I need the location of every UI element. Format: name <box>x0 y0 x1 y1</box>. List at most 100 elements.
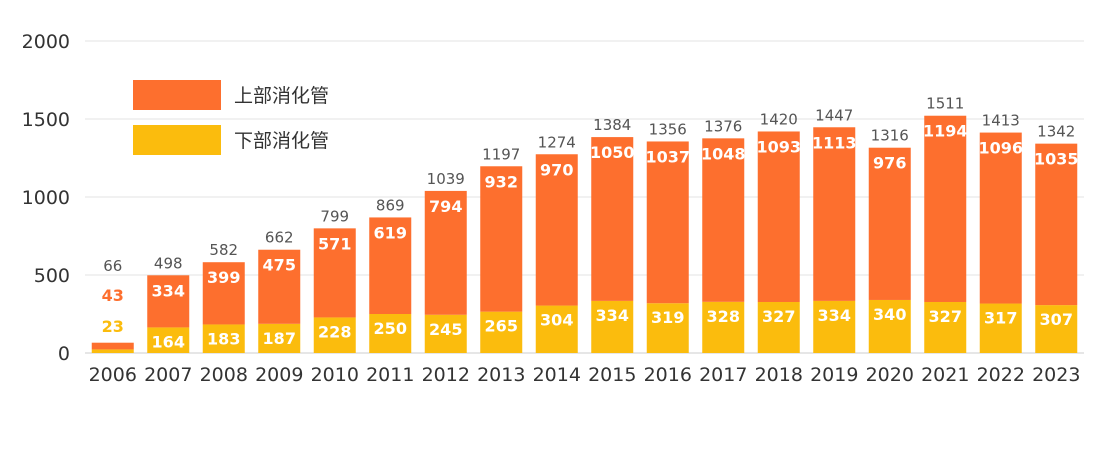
bar-lower <box>757 301 800 353</box>
x-tick-label: 2007 <box>144 364 192 386</box>
lower-value-label: 317 <box>984 309 1017 328</box>
bar-lower <box>369 314 412 353</box>
lower-value-label: 265 <box>485 317 518 336</box>
upper-value-label: 334 <box>152 281 185 300</box>
total-label: 1376 <box>704 117 742 135</box>
lower-value-label: 327 <box>762 307 795 326</box>
bars <box>91 115 1078 353</box>
upper-value-label: 43 <box>102 286 124 305</box>
bar-upper <box>313 228 356 318</box>
y-tick-label: 1500 <box>22 109 70 131</box>
legend: 上部消化管 下部消化管 <box>133 80 329 155</box>
total-label: 869 <box>376 196 405 214</box>
lower-value-label: 250 <box>374 319 407 338</box>
upper-value-label: 794 <box>429 197 462 216</box>
x-tick-label: 2009 <box>255 364 303 386</box>
bar-upper <box>91 342 134 350</box>
bar-lower <box>91 349 134 353</box>
total-label: 1356 <box>649 120 687 138</box>
bar-upper <box>979 132 1022 304</box>
upper-value-label: 1050 <box>590 143 635 162</box>
total-label: 66 <box>103 257 122 275</box>
bar-lower <box>702 301 745 353</box>
bar-lower <box>313 317 356 353</box>
upper-value-label: 399 <box>207 268 240 287</box>
x-tick-label: 2013 <box>477 364 525 386</box>
x-tick-label: 2017 <box>699 364 747 386</box>
grid-lines <box>85 40 1084 354</box>
bar-lower <box>424 314 467 353</box>
lower-value-label: 164 <box>152 332 185 351</box>
total-label: 662 <box>265 229 294 247</box>
bar-upper <box>202 262 245 325</box>
total-label: 582 <box>209 241 238 259</box>
upper-value-label: 976 <box>873 154 906 173</box>
bar-upper <box>924 115 967 302</box>
upper-value-label: 1194 <box>923 122 968 141</box>
x-axis-ticks: 2006 2007 2008 2009 2010 2011 2012 2013 2014 2015… <box>89 364 1081 386</box>
lower-value-label: 304 <box>540 311 573 330</box>
upper-value-label: 932 <box>485 172 518 191</box>
upper-value-label: 1035 <box>1034 150 1079 169</box>
y-tick-label: 1000 <box>22 187 70 209</box>
lower-value-label: 328 <box>707 307 740 326</box>
upper-value-label: 619 <box>374 223 407 242</box>
lower-value-label: 245 <box>429 320 462 339</box>
total-label: 1274 <box>538 133 576 151</box>
lower-value-label: 228 <box>318 322 351 341</box>
x-tick-label: 2018 <box>755 364 803 386</box>
x-tick-label: 2015 <box>588 364 636 386</box>
total-label: 799 <box>320 207 349 225</box>
total-label: 1039 <box>427 170 465 188</box>
upper-value-label: 1113 <box>812 133 857 152</box>
bar-upper <box>369 217 412 314</box>
bar-lower <box>868 299 911 353</box>
lower-value-label: 340 <box>873 305 906 324</box>
bar-lower <box>480 311 523 353</box>
lower-value-label: 187 <box>263 329 296 348</box>
bar-upper <box>702 138 745 302</box>
y-tick-label: 2000 <box>22 31 70 53</box>
bar-lower <box>202 324 245 353</box>
legend-label-lower: 下部消化管 <box>234 130 329 152</box>
bar-upper <box>258 249 301 324</box>
total-label: 1413 <box>982 112 1020 130</box>
total-label: 1316 <box>871 127 909 145</box>
upper-value-label: 1093 <box>756 137 801 156</box>
upper-value-label: 571 <box>318 234 351 253</box>
lower-value-label: 334 <box>818 306 851 325</box>
lower-value-label: 183 <box>207 329 240 348</box>
y-axis-ticks: 0 500 1000 1500 2000 <box>22 31 70 365</box>
lower-value-label: 319 <box>651 308 684 327</box>
bar-lower <box>258 323 301 353</box>
bar-upper <box>646 141 689 304</box>
bar-lower <box>924 301 967 353</box>
total-label: 1447 <box>815 106 853 124</box>
y-tick-label: 500 <box>34 265 70 287</box>
x-tick-label: 2020 <box>866 364 914 386</box>
lower-value-label: 334 <box>596 306 629 325</box>
lower-value-label: 307 <box>1040 310 1073 329</box>
x-tick-label: 2008 <box>200 364 248 386</box>
legend-label-upper: 上部消化管 <box>234 85 329 107</box>
total-label: 1420 <box>760 110 798 128</box>
total-label: 498 <box>154 254 183 272</box>
upper-value-label: 1037 <box>645 147 690 166</box>
bar-lower <box>813 300 856 353</box>
legend-swatch-upper <box>133 80 221 110</box>
bar-upper <box>1035 143 1078 306</box>
upper-value-label: 970 <box>540 160 573 179</box>
lower-value-label: 23 <box>102 317 124 336</box>
bar-upper <box>424 190 467 315</box>
data-labels: 66 43 23 498 334 164 582 399 183 662 475 187 799 571 2… <box>102 95 1079 352</box>
bar-lower <box>591 300 634 353</box>
legend-swatch-lower <box>133 125 221 155</box>
bar-lower <box>646 303 689 353</box>
bar-upper <box>757 131 800 302</box>
x-tick-label: 2021 <box>921 364 969 386</box>
total-label: 1384 <box>593 116 631 134</box>
bar-upper <box>813 127 856 301</box>
bar-upper <box>480 166 523 312</box>
bar-upper <box>147 275 190 328</box>
